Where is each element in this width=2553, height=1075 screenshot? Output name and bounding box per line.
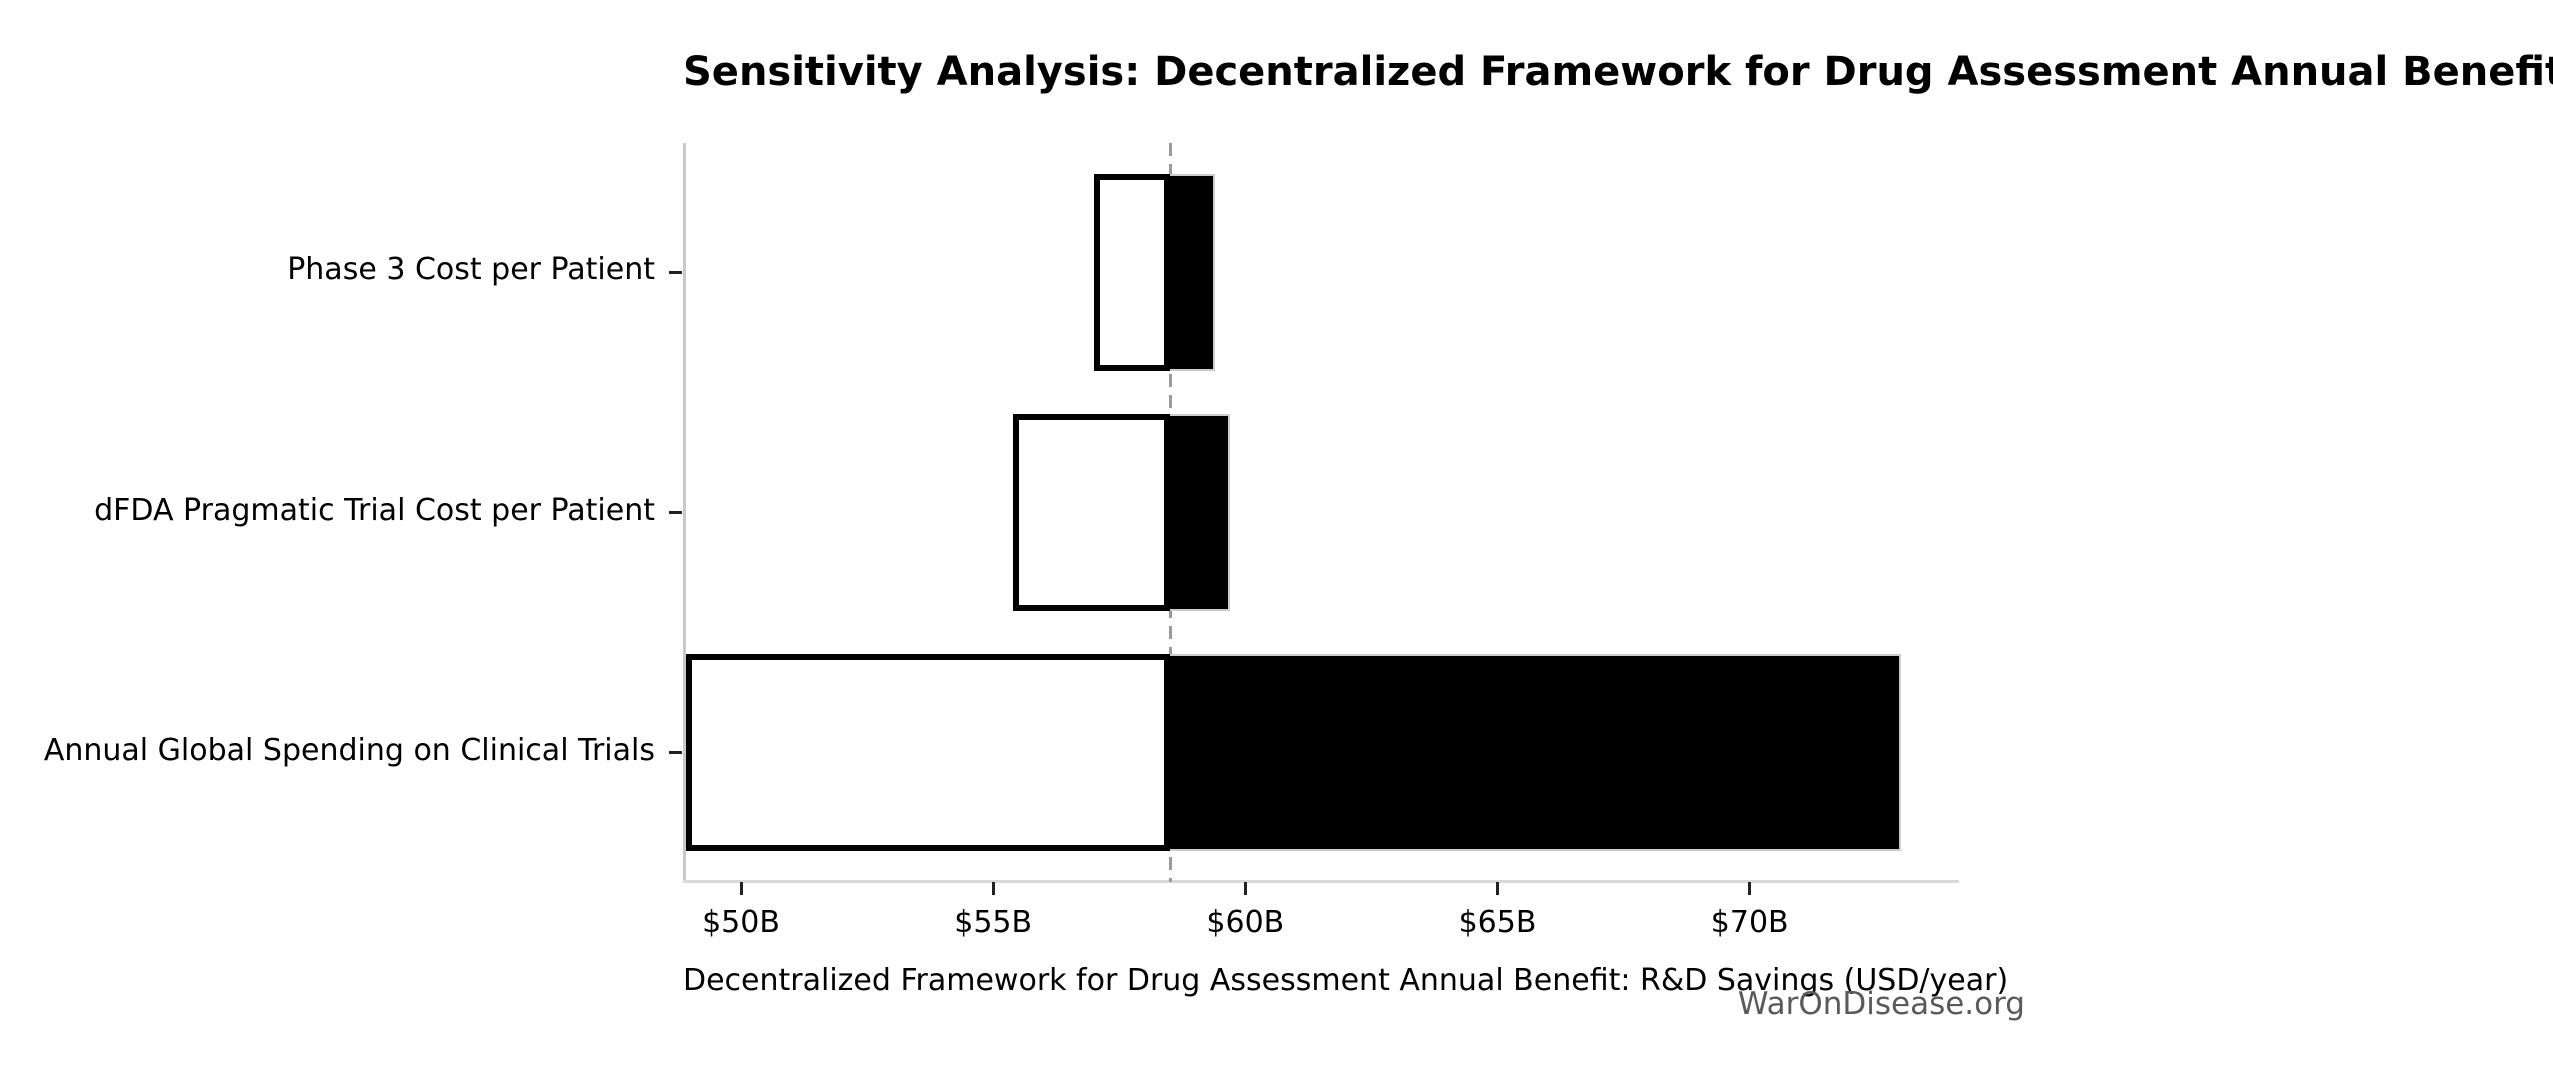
y-axis-spine — [683, 143, 686, 882]
x-axis-spine — [683, 880, 1959, 883]
y-tick-mark — [669, 270, 682, 274]
y-category-label: dFDA Pragmatic Trial Cost per Patient — [94, 492, 655, 528]
bar-high-segment — [1169, 414, 1231, 611]
x-tick-mark — [739, 882, 743, 895]
plot-area: Phase 3 Cost per Patient dFDA Pragmatic T… — [44, 143, 1959, 940]
x-tick-label: $60B — [1206, 905, 1285, 940]
x-tick-label: $70B — [1710, 905, 1789, 940]
x-tick-mark — [1243, 882, 1247, 895]
x-tick-mark — [991, 882, 995, 895]
x-axis-label: Decentralized Framework for Drug Assessm… — [683, 963, 2009, 998]
x-tick-mark — [1748, 882, 1752, 895]
bar-high-segment — [1169, 173, 1216, 371]
bar-low-segment — [1094, 173, 1170, 371]
y-category-label: Phase 3 Cost per Patient — [287, 252, 655, 288]
bar-high-segment — [1169, 654, 1901, 852]
bar-low-segment — [1013, 414, 1170, 611]
x-tick-label: $50B — [702, 905, 780, 940]
y-category-label: Annual Global Spending on Clinical Trial… — [43, 732, 655, 768]
bar-low-segment — [685, 654, 1170, 852]
x-tick-label: $55B — [954, 905, 1033, 940]
x-tick-mark — [1496, 882, 1500, 895]
y-tick-mark — [669, 751, 682, 755]
y-tick-mark — [669, 511, 682, 514]
x-tick-label: $65B — [1458, 905, 1537, 940]
chart-title: Sensitivity Analysis: Decentralized Fram… — [683, 49, 2553, 95]
watermark-text: WarOnDisease.org — [1737, 986, 2025, 1022]
